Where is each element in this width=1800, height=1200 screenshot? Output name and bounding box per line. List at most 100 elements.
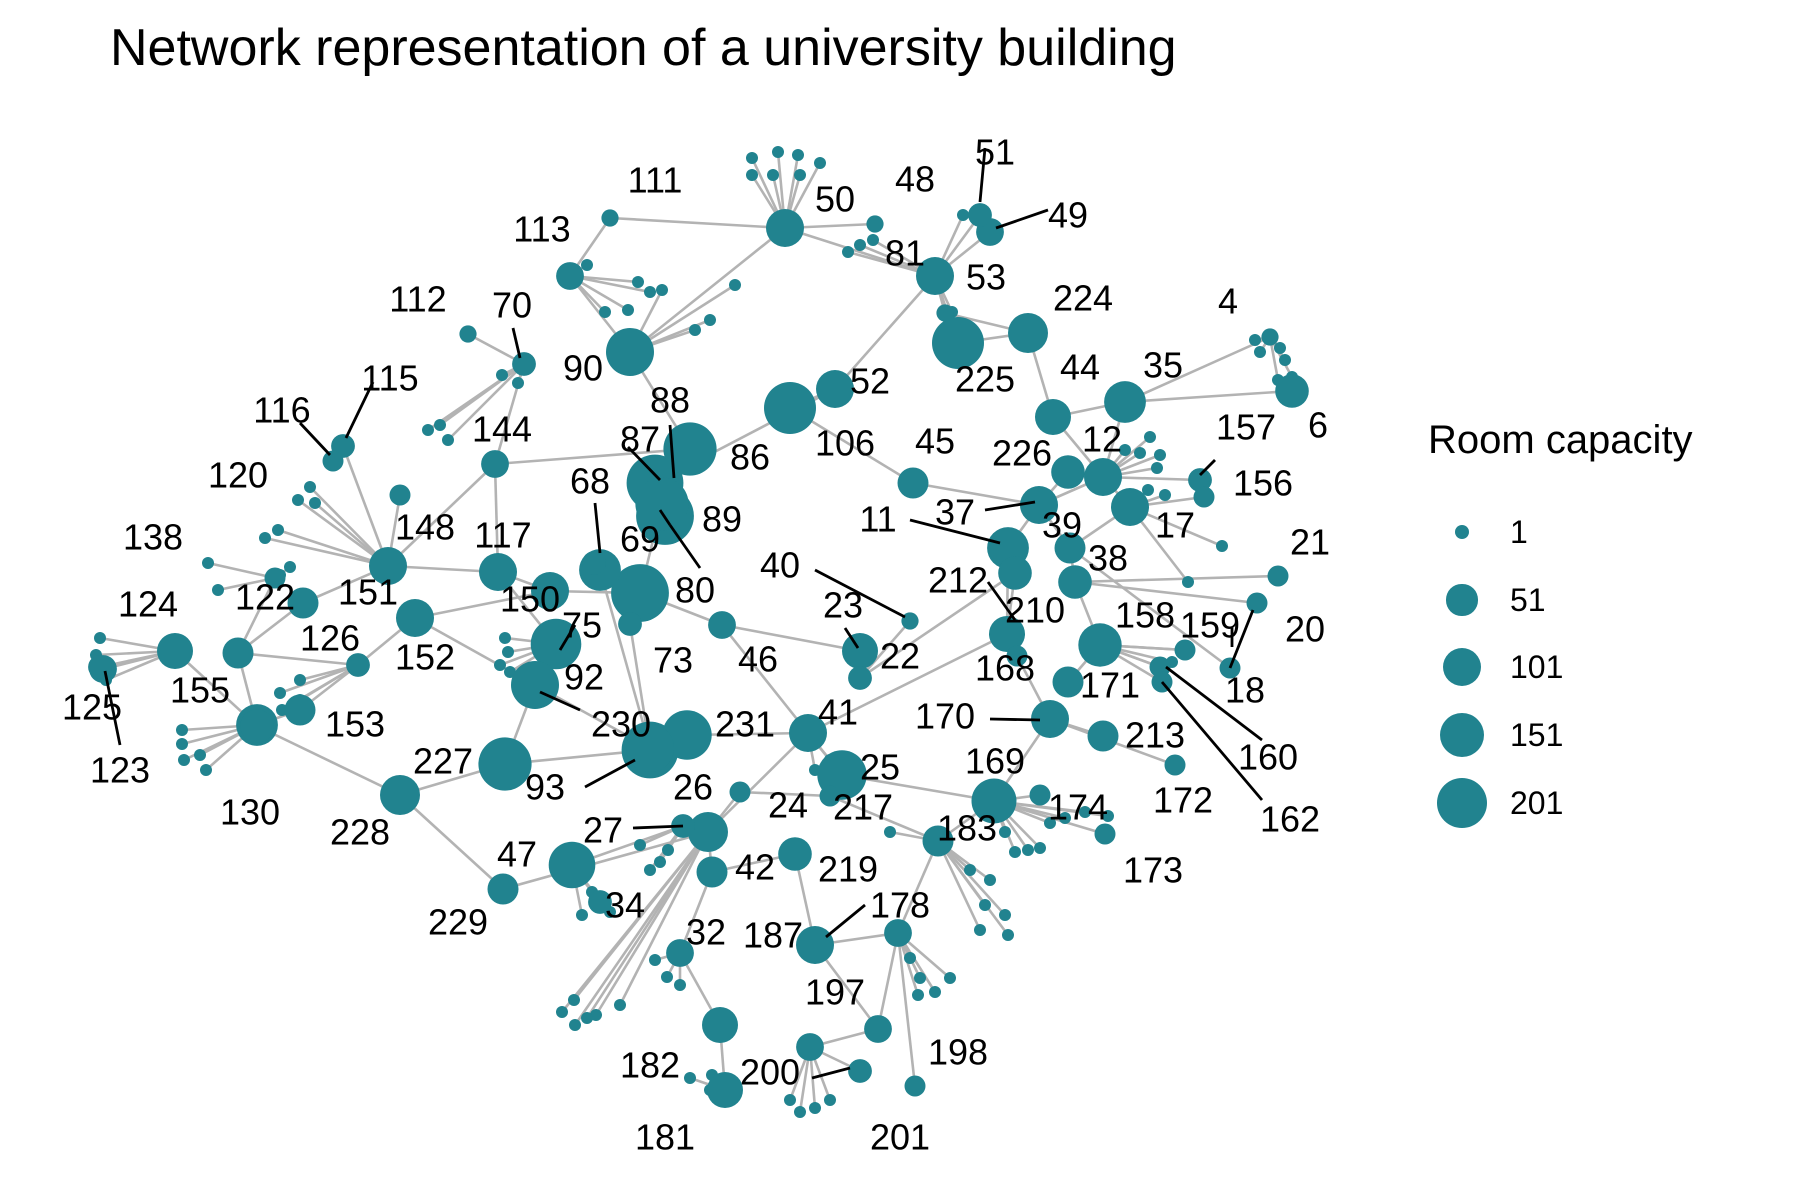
graph-node-53 [936, 304, 954, 322]
node-label-106: 106 [815, 423, 875, 464]
graph-node-leaf [1134, 447, 1146, 459]
graph-edge [560, 831, 710, 1013]
node-label-124: 124 [118, 584, 178, 625]
node-label-169: 169 [965, 741, 1025, 782]
graph-node-leaf [200, 764, 212, 776]
graph-node-leaf [1144, 431, 1156, 443]
graph-node-leaf [984, 874, 996, 886]
node-label-49: 49 [1048, 195, 1088, 236]
node-label-182: 182 [620, 1045, 680, 1086]
graph-edge [447, 363, 525, 441]
graph-node-124 [157, 633, 193, 669]
node-label-231: 231 [715, 704, 775, 745]
graph-node-224 [1008, 313, 1048, 353]
graph-node-171 [1052, 666, 1084, 698]
legend-dot [1442, 647, 1482, 687]
node-label-6: 6 [1308, 405, 1328, 446]
graph-node-leaf [842, 246, 854, 258]
graph-node-leaf [1274, 342, 1286, 354]
graph-edge [502, 830, 709, 891]
graph-node-leaf [1279, 354, 1291, 366]
graph-node-158 [1078, 623, 1122, 667]
node-label-171: 171 [1080, 665, 1140, 706]
node-label-88: 88 [650, 380, 690, 421]
callout-line-40 [814, 568, 906, 619]
callout-line-170 [989, 717, 1041, 722]
graph-node-leaf [794, 169, 806, 181]
node-label-39: 39 [1042, 505, 1082, 546]
graph-node-159 [1174, 639, 1196, 661]
graph-node-leaf [176, 738, 188, 750]
graph-edge [859, 571, 1016, 680]
graph-node-leaf [622, 304, 634, 316]
graph-node-leaf [662, 844, 674, 856]
graph-node-170 [1031, 700, 1069, 738]
graph-node-88 [663, 422, 717, 476]
callout-line-88 [668, 424, 676, 479]
graph-node-148 [369, 547, 407, 585]
node-label-20: 20 [1285, 609, 1325, 650]
graph-edge [629, 226, 786, 354]
graph-node-73 [618, 612, 642, 636]
graph-edge [341, 445, 390, 567]
node-label-123: 123 [90, 750, 150, 791]
node-label-178: 178 [870, 885, 930, 926]
callout-line-157 [1199, 459, 1216, 476]
node-label-12: 12 [1082, 419, 1122, 460]
graph-node-leaf [499, 632, 511, 644]
node-label-40: 40 [760, 545, 800, 586]
graph-node-leaf [644, 286, 656, 298]
graph-node-22 [848, 666, 872, 690]
legend-label: 151 [1510, 717, 1564, 753]
callout-line-70 [511, 327, 522, 359]
graph-node-172 [1164, 754, 1186, 776]
graph-edge [859, 620, 911, 679]
node-label-52: 52 [850, 361, 890, 402]
graph-edge [256, 724, 401, 797]
graph-node-leaf [1182, 576, 1194, 588]
graph-node-138 [264, 567, 286, 589]
node-label-130: 130 [220, 792, 280, 833]
node-label-68: 68 [570, 461, 610, 502]
graph-node-leaf [814, 157, 826, 169]
legend-label: 101 [1510, 649, 1564, 685]
graph-node-leaf [1151, 462, 1163, 474]
graph-node-leaf [999, 909, 1011, 921]
graph-node-leaf [576, 909, 588, 921]
graph-node-leaf [284, 561, 296, 573]
graph-node-leaf [502, 646, 514, 658]
graph-node-leaf [746, 152, 758, 164]
graph-node-leaf [434, 419, 446, 431]
node-label-227: 227 [413, 741, 473, 782]
graph-edge [494, 447, 691, 466]
node-label-160: 160 [1238, 737, 1298, 778]
node-label-225: 225 [955, 359, 1015, 400]
node-label-173: 173 [1123, 850, 1183, 891]
node-label-117: 117 [474, 515, 531, 556]
node-label-162: 162 [1260, 799, 1320, 840]
legend-title: Room capacity [1428, 418, 1693, 462]
graph-edge [937, 840, 1006, 916]
graph-node-155 [240, 709, 274, 743]
legend-dot [1437, 778, 1487, 828]
legend-entry: 51 [1428, 570, 1728, 630]
node-label-47: 47 [497, 834, 537, 875]
node-label-44: 44 [1060, 347, 1100, 388]
graph-edge [207, 561, 276, 580]
node-label-156: 156 [1233, 463, 1293, 504]
graph-edge [609, 216, 786, 230]
graph-edge [1074, 580, 1258, 605]
graph-node-169 [971, 778, 1017, 824]
callout-line-51 [978, 147, 987, 203]
graph-node-leaf [569, 1019, 581, 1031]
graph-node-leaf [202, 557, 214, 569]
node-label-112: 112 [389, 279, 446, 320]
graph-node-197 [864, 1015, 892, 1043]
graph-node-156 [1193, 486, 1215, 508]
node-label-230: 230 [591, 704, 651, 745]
graph-node-182 [702, 1007, 738, 1043]
node-label-86: 86 [730, 437, 770, 478]
graph-node-leaf [1142, 484, 1154, 496]
graph-node-leaf [974, 924, 986, 936]
graph-node-leaf [1216, 540, 1228, 552]
